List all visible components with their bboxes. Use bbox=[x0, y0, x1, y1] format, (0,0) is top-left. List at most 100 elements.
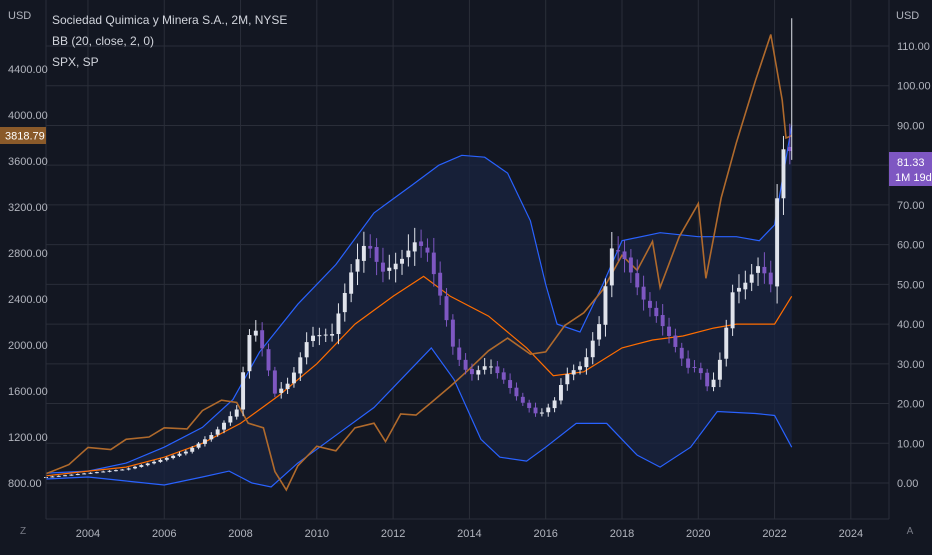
y-right-tick-label: 100.00 bbox=[897, 81, 931, 93]
candle-body bbox=[355, 259, 360, 272]
candle-body bbox=[628, 257, 633, 273]
candle-body bbox=[787, 146, 792, 152]
candle-body bbox=[253, 330, 258, 336]
candle-body bbox=[215, 429, 220, 435]
candle-body bbox=[107, 470, 112, 472]
candle-body bbox=[298, 357, 303, 374]
left-price-tag: 3818.79 bbox=[0, 127, 46, 144]
candle-body bbox=[501, 372, 506, 380]
candle-body bbox=[241, 372, 246, 410]
candle-body bbox=[342, 292, 347, 313]
candle-body bbox=[361, 245, 366, 261]
auto-scale-button[interactable]: A bbox=[906, 526, 914, 537]
candle-body bbox=[406, 250, 411, 258]
y-right-tick-label: 110.00 bbox=[897, 41, 930, 53]
zoom-reset-button[interactable]: Z bbox=[19, 526, 27, 537]
candle-body bbox=[654, 307, 659, 317]
right-axis-unit: USD bbox=[896, 10, 919, 22]
candle-body bbox=[730, 292, 735, 329]
candle-body bbox=[393, 263, 398, 270]
y-right-tick-label: 0.00 bbox=[897, 478, 918, 490]
candle-body bbox=[692, 366, 697, 368]
candle-body bbox=[539, 412, 544, 414]
candle-body bbox=[368, 245, 373, 249]
candle-body bbox=[641, 286, 646, 300]
bb-basis-line bbox=[45, 275, 793, 477]
candle-body bbox=[304, 342, 309, 358]
candle-body bbox=[476, 370, 481, 375]
candle-body bbox=[387, 267, 392, 271]
candle-body bbox=[145, 463, 150, 466]
candle-body bbox=[647, 300, 652, 308]
x-tick-label: 2004 bbox=[76, 528, 100, 540]
left-axis-unit: USD bbox=[8, 10, 31, 22]
candle-body bbox=[546, 407, 551, 413]
candles[interactable] bbox=[44, 18, 793, 479]
candle-body bbox=[444, 296, 449, 321]
candle-body bbox=[50, 476, 55, 478]
y-right-tick-label: 30.00 bbox=[897, 359, 925, 371]
legend-compare-spx[interactable]: SPX, SP bbox=[52, 55, 99, 69]
candle-body bbox=[603, 286, 608, 325]
candle-body bbox=[743, 282, 748, 290]
x-tick-label: 2006 bbox=[152, 528, 176, 540]
x-tick-label: 2010 bbox=[305, 528, 329, 540]
x-tick-label: 2020 bbox=[686, 528, 710, 540]
candle-body bbox=[533, 407, 538, 414]
y-right-tick-label: 40.00 bbox=[897, 319, 925, 331]
legend-main-symbol[interactable]: Sociedad Quimica y Minera S.A., 2M, NYSE bbox=[52, 13, 288, 27]
candle-body bbox=[705, 372, 710, 387]
candle-body bbox=[469, 368, 474, 375]
candle-body bbox=[749, 274, 754, 283]
legend-indicator-bb[interactable]: BB (20, close, 2, 0) bbox=[52, 34, 155, 48]
candle-body bbox=[495, 366, 500, 374]
y-right-tick-label: 90.00 bbox=[897, 120, 925, 132]
candle-body bbox=[698, 368, 703, 374]
candle-body bbox=[234, 409, 239, 417]
candle-body bbox=[113, 470, 118, 472]
candle-body bbox=[152, 461, 157, 464]
candle-body bbox=[438, 272, 443, 296]
y-left-tick-label: 4000.00 bbox=[8, 110, 48, 122]
candle-body bbox=[158, 459, 163, 462]
candle-body bbox=[82, 473, 87, 475]
candle-body bbox=[482, 366, 487, 370]
candle-body bbox=[736, 287, 741, 292]
x-tick-label: 2012 bbox=[381, 528, 405, 540]
y-left-tick-label: 4400.00 bbox=[8, 64, 48, 76]
bb-upper-line bbox=[45, 125, 793, 474]
candle-body bbox=[171, 455, 176, 459]
candle-body bbox=[667, 326, 672, 337]
candle-body bbox=[578, 366, 582, 370]
candle-body bbox=[285, 383, 290, 390]
candle-body bbox=[69, 474, 74, 476]
candle-body bbox=[686, 358, 691, 368]
candle-body bbox=[291, 372, 296, 384]
x-tick-label: 2016 bbox=[533, 528, 557, 540]
y-left-tick-label: 3200.00 bbox=[8, 202, 48, 214]
candle-body bbox=[177, 453, 182, 456]
candle-body bbox=[88, 472, 93, 474]
candle-body bbox=[609, 248, 614, 286]
candle-body bbox=[724, 327, 729, 359]
candle-body bbox=[183, 451, 188, 454]
candle-body bbox=[635, 273, 640, 288]
right-price-tag: 81.33 1M 19d bbox=[889, 152, 932, 186]
candle-body bbox=[75, 474, 80, 476]
candle-body bbox=[552, 400, 557, 409]
candle-body bbox=[756, 266, 761, 273]
candle-body bbox=[228, 416, 233, 423]
series-layer bbox=[45, 34, 793, 492]
x-tick-label: 2018 bbox=[610, 528, 634, 540]
y-right-tick-label: 50.00 bbox=[897, 279, 925, 291]
candle-body bbox=[56, 475, 61, 477]
right-price-tag-value: 81.33 bbox=[897, 157, 925, 169]
spx-compare-line bbox=[45, 34, 792, 492]
candle-body bbox=[196, 443, 201, 448]
candle-body bbox=[584, 357, 589, 368]
candle-body bbox=[349, 272, 354, 294]
candle-body bbox=[597, 324, 602, 340]
candle-body bbox=[450, 319, 455, 347]
